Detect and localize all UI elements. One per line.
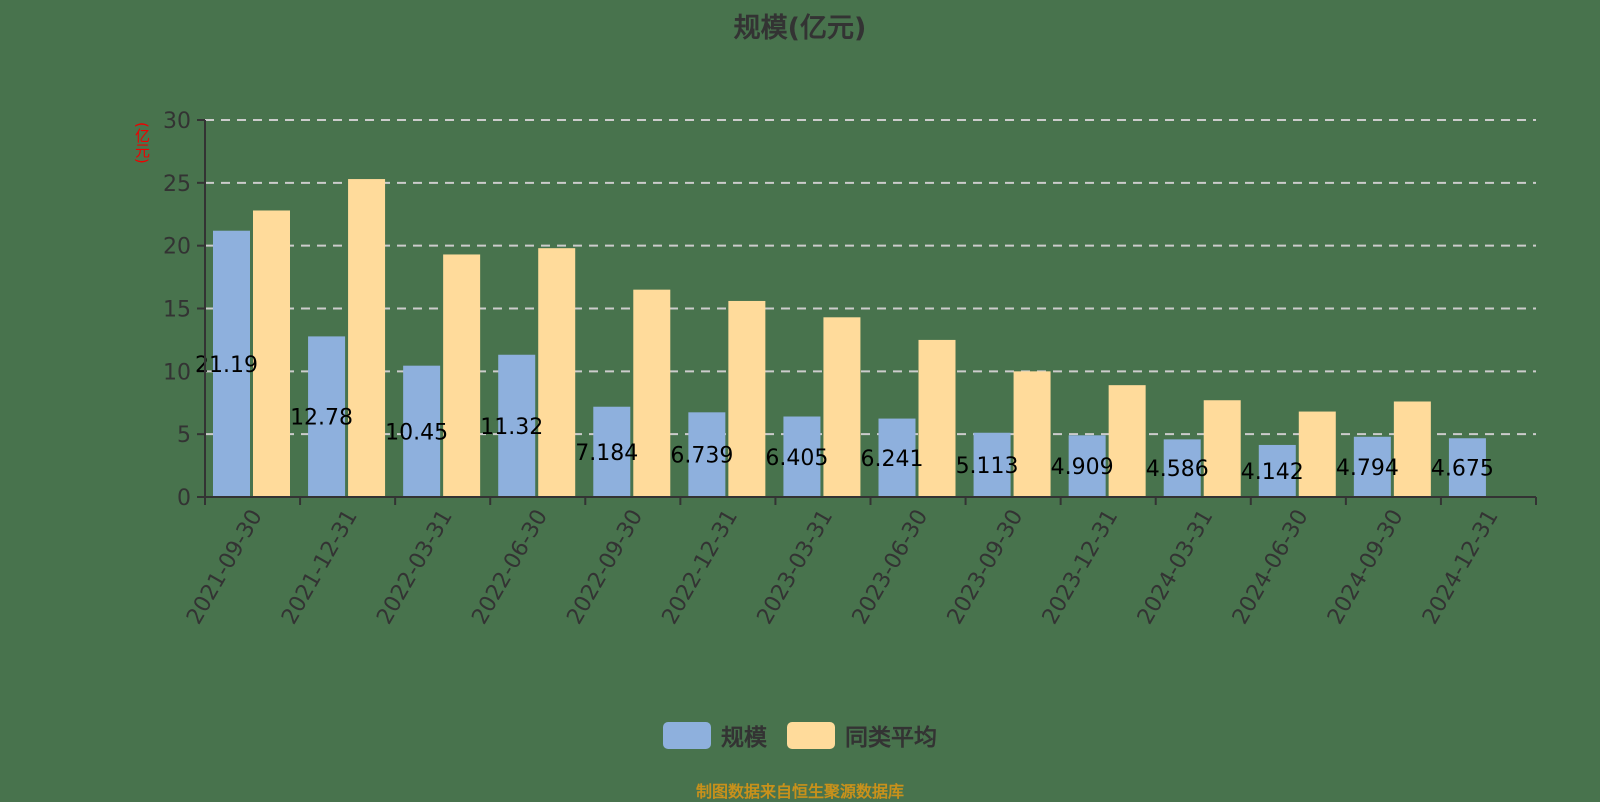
bar-peer-average[interactable]	[348, 179, 386, 497]
bar-peer-average[interactable]	[538, 248, 576, 497]
x-tick-label: 2022-09-30	[562, 506, 648, 629]
bar-scale[interactable]	[973, 432, 1011, 497]
bar-peer-average[interactable]	[1298, 411, 1336, 497]
x-tick-label: 2024-06-30	[1228, 506, 1314, 629]
y-axis-unit-label: (亿元)	[133, 122, 151, 164]
legend-swatch-peer-average	[787, 721, 835, 749]
bar-peer-average[interactable]	[1393, 401, 1431, 497]
bar-peer-average[interactable]	[1203, 400, 1241, 497]
data-label-scale: 4.586	[1146, 457, 1209, 482]
legend-label-peer-average: 同类平均	[845, 725, 937, 751]
bar-peer-average[interactable]	[443, 254, 481, 497]
bar-peer-average[interactable]	[1108, 385, 1146, 497]
bar-scale[interactable]	[308, 336, 346, 497]
data-label-scale: 4.909	[1051, 455, 1114, 480]
x-tick-label: 2023-12-31	[1038, 506, 1124, 629]
bar-scale[interactable]	[688, 412, 726, 497]
bar-peer-average[interactable]	[1013, 371, 1051, 497]
legend-item-peer-average[interactable]: 同类平均	[787, 718, 937, 752]
y-tick-label: 25	[163, 172, 191, 197]
bar-scale[interactable]	[1448, 438, 1486, 497]
legend-item-scale[interactable]: 规模	[663, 718, 767, 752]
y-tick-label: 0	[177, 486, 191, 511]
bar-scale[interactable]	[498, 354, 536, 497]
x-tick-label: 2022-03-31	[372, 506, 458, 629]
bar-peer-average[interactable]	[253, 210, 290, 498]
x-tick-label: 2023-06-30	[848, 505, 934, 628]
data-label-scale: 10.45	[385, 420, 448, 445]
y-tick-label: 30	[163, 109, 191, 134]
x-tick-label: 2022-12-31	[658, 506, 744, 629]
data-label-scale: 4.142	[1241, 460, 1304, 485]
bar-scale[interactable]	[593, 406, 631, 497]
bar-peer-average[interactable]	[728, 300, 766, 497]
data-label-scale: 7.184	[575, 441, 638, 466]
data-label-scale: 5.113	[956, 454, 1019, 479]
bar-peer-average[interactable]	[823, 317, 861, 497]
y-tick-label: 15	[163, 298, 191, 323]
data-label-scale: 4.794	[1336, 456, 1399, 481]
x-tick-label: 2024-03-31	[1133, 506, 1219, 629]
y-tick-label: 20	[163, 235, 191, 260]
x-tick-label: 2021-09-30	[182, 506, 268, 629]
x-tick-label: 2022-06-30	[467, 506, 553, 629]
data-label-scale: 11.32	[480, 415, 543, 440]
x-tick-label: 2021-12-31	[277, 506, 363, 629]
x-tick-label: 2023-09-30	[943, 506, 1029, 629]
bar-scale[interactable]	[403, 365, 441, 497]
bar-scale[interactable]	[1353, 436, 1391, 497]
legend-swatch-scale	[663, 721, 711, 749]
x-tick-label: 2024-12-31	[1418, 506, 1504, 629]
bar-scale[interactable]	[213, 230, 250, 497]
x-tick-label: 2024-09-30	[1323, 506, 1409, 629]
bar-peer-average[interactable]	[918, 339, 956, 497]
chart-title: 规模(亿元)	[733, 13, 867, 44]
data-label-scale: 6.241	[861, 447, 924, 472]
source-note: 制图数据来自恒生聚源数据库	[695, 782, 904, 801]
data-label-scale: 6.405	[765, 446, 828, 471]
y-tick-label: 5	[177, 423, 191, 448]
bar-scale[interactable]	[1258, 444, 1296, 497]
bar-scale[interactable]	[878, 418, 916, 497]
legend: 规模 同类平均	[0, 718, 1600, 752]
legend-label-scale: 规模	[721, 725, 767, 751]
bar-peer-average[interactable]	[633, 289, 671, 497]
data-label-scale: 6.739	[670, 444, 733, 469]
bar-scale[interactable]	[1163, 439, 1201, 497]
x-tick-label: 2023-03-31	[753, 506, 839, 629]
data-label-scale: 4.675	[1431, 457, 1494, 482]
bar-scale[interactable]	[783, 416, 821, 497]
y-tick-label: 10	[163, 360, 191, 385]
bar-scale[interactable]	[1068, 435, 1106, 497]
data-label-scale: 12.78	[290, 406, 353, 431]
